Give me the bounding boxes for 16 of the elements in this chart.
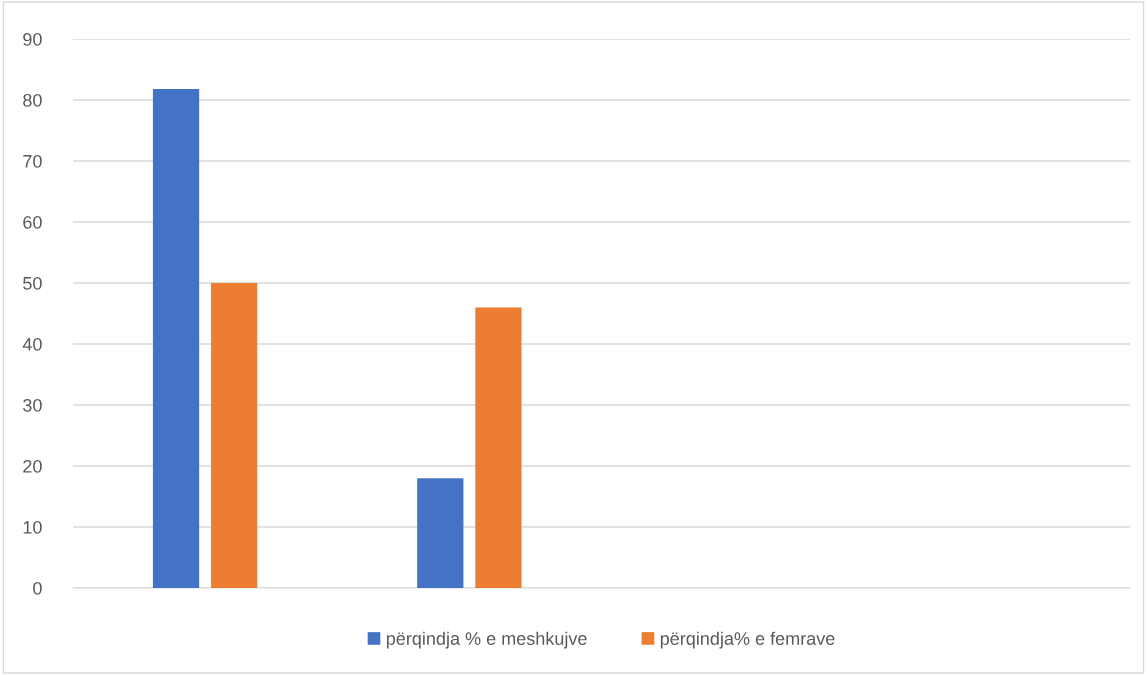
bar bbox=[475, 307, 522, 588]
y-tick-label: 50 bbox=[23, 276, 42, 290]
y-tick-label: 70 bbox=[23, 154, 42, 168]
y-tick-label: 30 bbox=[23, 398, 42, 412]
y-tick-label: 90 bbox=[23, 32, 42, 46]
legend-label: përqindja % e meshkujve bbox=[386, 631, 587, 649]
bar bbox=[152, 89, 200, 588]
y-tick-label: 20 bbox=[23, 459, 42, 473]
y-tick-label: 80 bbox=[23, 93, 42, 107]
legend-label: përqindja% e femrave bbox=[660, 631, 835, 649]
y-tick-label: 60 bbox=[23, 215, 42, 229]
y-tick-label: 10 bbox=[23, 520, 42, 534]
bar bbox=[211, 283, 258, 588]
bar bbox=[417, 478, 464, 588]
y-tick-label: 0 bbox=[33, 581, 42, 595]
y-tick-label: 40 bbox=[22, 337, 42, 351]
